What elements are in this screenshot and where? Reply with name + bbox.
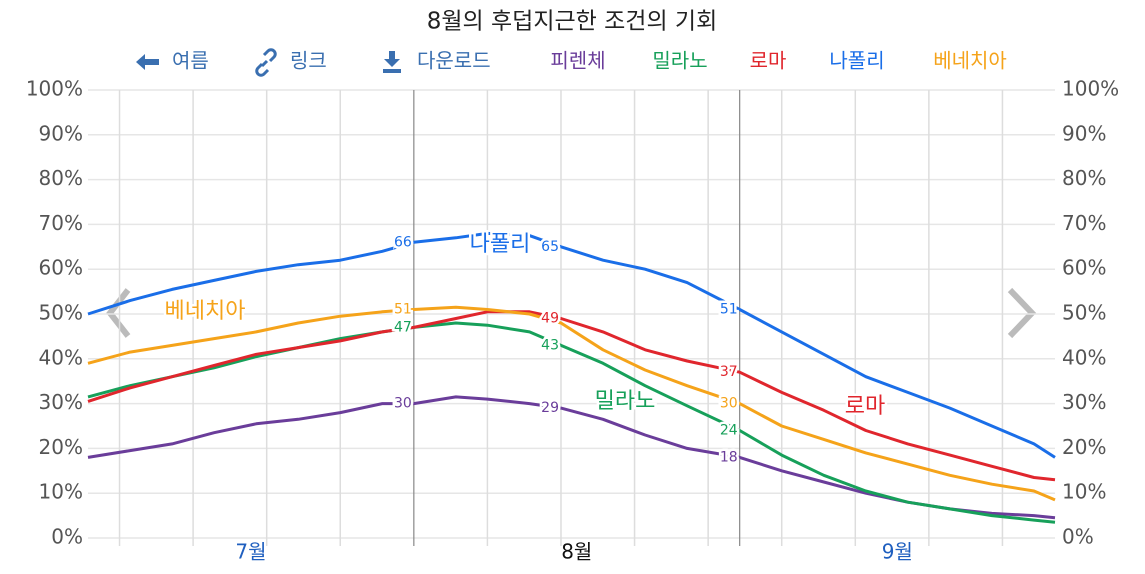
- y-tick-label: 30%: [39, 390, 83, 414]
- series-line: [87, 321, 1056, 524]
- y-tick-label-right: 40%: [1062, 345, 1106, 369]
- y-tick-label: 100%: [26, 77, 83, 101]
- series-line: [87, 310, 1056, 482]
- y-tick-label-right: 0%: [1062, 525, 1094, 549]
- value-label: 37: [720, 364, 738, 380]
- y-tick-label: 50%: [39, 301, 83, 325]
- x-tick-label: 7월: [235, 540, 266, 564]
- y-tick-label-right: 10%: [1062, 480, 1106, 504]
- x-tick-label: 8월: [561, 540, 592, 564]
- y-tick-label-right: 30%: [1062, 390, 1106, 414]
- series-line: [87, 395, 1056, 520]
- next-arrow[interactable]: [1007, 287, 1037, 339]
- value-label: 29: [541, 400, 559, 416]
- y-tick-label-right: 20%: [1062, 435, 1106, 459]
- value-label: 18: [720, 449, 738, 465]
- grid: [88, 89, 1055, 546]
- value-label: 43: [541, 337, 559, 353]
- y-tick-label: 90%: [39, 121, 83, 145]
- legend-entry: 베네치아: [933, 49, 1007, 73]
- back-link[interactable]: 여름: [172, 49, 209, 73]
- y-tick-label-right: 80%: [1062, 166, 1106, 190]
- series-annotation: 밀라노: [595, 389, 656, 414]
- y-tick-label: 20%: [39, 435, 83, 459]
- value-label: 66: [394, 234, 412, 250]
- back-icon[interactable]: [136, 54, 159, 70]
- series-line: [87, 231, 1056, 459]
- value-label: 30: [720, 396, 738, 412]
- value-label: 30: [394, 396, 412, 412]
- chart-title: 8월의 후덥지근한 조건의 기회: [427, 9, 718, 35]
- value-label: 24: [720, 422, 738, 438]
- legend-entry: 밀라노: [652, 49, 707, 73]
- legend-entry: 나폴리: [829, 49, 884, 73]
- series-annotation: 베네치아: [165, 299, 246, 324]
- series-line: [87, 305, 1056, 502]
- download-icon[interactable]: [383, 51, 401, 73]
- y-tick-label-right: 90%: [1062, 121, 1106, 145]
- y-tick-label-right: 100%: [1062, 77, 1119, 101]
- y-tick-label-right: 60%: [1062, 256, 1106, 280]
- link[interactable]: 링크: [290, 49, 327, 73]
- legend-entry: 피렌체: [550, 49, 605, 73]
- download[interactable]: 다운로드: [417, 49, 491, 73]
- legend-entry: 로마: [750, 49, 787, 73]
- series-annotation: 나폴리: [470, 232, 531, 257]
- y-tick-label: 80%: [39, 166, 83, 190]
- y-tick-label: 60%: [39, 256, 83, 280]
- value-label: 51: [720, 302, 738, 318]
- x-tick-label: 9월: [882, 540, 913, 564]
- value-label: 49: [541, 310, 559, 326]
- series-annotation: 로마: [845, 394, 885, 419]
- link-icon[interactable]: [255, 48, 277, 77]
- value-label: 65: [541, 239, 559, 255]
- y-tick-label: 40%: [39, 345, 83, 369]
- value-label: 51: [394, 302, 412, 318]
- y-tick-label-right: 70%: [1062, 211, 1106, 235]
- nav-icons: [136, 48, 401, 77]
- prev-arrow[interactable]: [106, 288, 131, 338]
- y-tick-label: 10%: [39, 480, 83, 504]
- y-tick-label: 70%: [39, 211, 83, 235]
- value-label: 47: [394, 319, 412, 335]
- y-tick-label: 0%: [51, 525, 83, 549]
- y-tick-label-right: 50%: [1062, 301, 1106, 325]
